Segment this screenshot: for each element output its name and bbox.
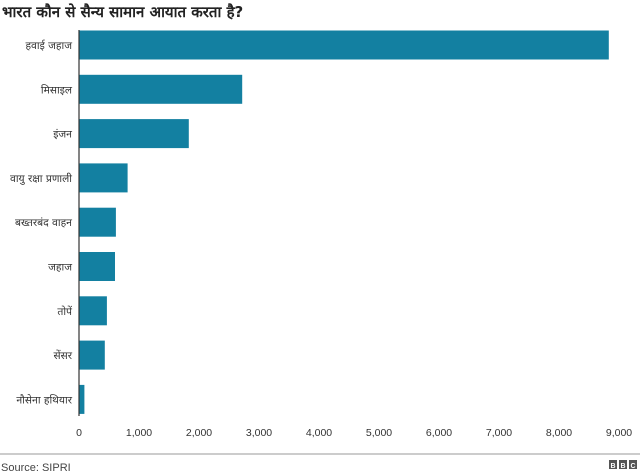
category-label: वायु रक्षा प्रणाली bbox=[10, 172, 72, 185]
bar bbox=[79, 252, 115, 281]
x-tick-label: 0 bbox=[76, 427, 82, 439]
x-tick-label: 2,000 bbox=[186, 427, 212, 439]
bar bbox=[79, 163, 128, 193]
x-tick-label: 1,000 bbox=[126, 427, 152, 439]
x-tick-label: 3,000 bbox=[246, 427, 272, 439]
x-tick-label: 5,000 bbox=[366, 427, 392, 439]
x-tick-label: 9,000 bbox=[606, 427, 632, 439]
chart-title: भारत कौन से सैन्य सामान आयात करता है? bbox=[2, 3, 243, 21]
bar bbox=[79, 296, 107, 326]
bbc-logo: B B C bbox=[609, 460, 637, 470]
category-label: नौसेना हथियार bbox=[16, 393, 72, 406]
category-label: सेंसर bbox=[54, 349, 73, 362]
x-tick-label: 6,000 bbox=[426, 427, 452, 439]
x-tick-label: 7,000 bbox=[486, 427, 512, 439]
bar bbox=[79, 119, 189, 149]
svg-text:C: C bbox=[630, 463, 635, 470]
category-label: तोपें bbox=[57, 305, 73, 318]
category-label: इंजन bbox=[53, 129, 72, 141]
bar bbox=[79, 384, 85, 414]
category-label: हवाई जहाज bbox=[25, 39, 72, 52]
category-label: जहाज bbox=[48, 262, 72, 274]
bar bbox=[79, 74, 243, 104]
x-tick-label: 8,000 bbox=[546, 427, 572, 439]
bar bbox=[79, 207, 116, 237]
bar bbox=[79, 340, 105, 370]
svg-text:B: B bbox=[620, 463, 625, 470]
category-label: मिसाइल bbox=[41, 83, 73, 96]
category-label: बख्तरबंद वाहन bbox=[15, 217, 72, 229]
source-text: Source: SIPRI bbox=[1, 462, 71, 474]
x-tick-label: 4,000 bbox=[306, 427, 332, 439]
bar bbox=[79, 30, 609, 60]
svg-text:B: B bbox=[610, 463, 615, 470]
